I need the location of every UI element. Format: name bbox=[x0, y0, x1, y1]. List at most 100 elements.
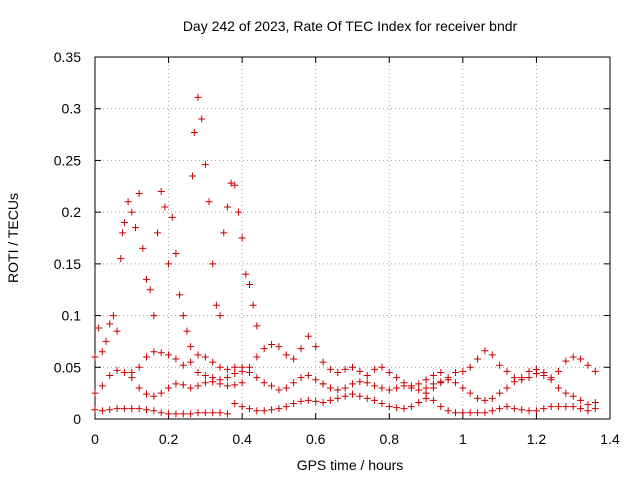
data-point bbox=[290, 355, 298, 363]
data-point bbox=[216, 409, 224, 417]
data-point bbox=[91, 406, 99, 414]
data-point bbox=[260, 345, 268, 353]
y-tick-label: 0.3 bbox=[62, 101, 82, 117]
data-point bbox=[165, 351, 173, 359]
x-axis-label: GPS time / hours bbox=[297, 457, 404, 473]
data-point bbox=[231, 399, 239, 407]
data-points bbox=[91, 93, 599, 418]
data-point bbox=[201, 161, 209, 169]
data-point bbox=[117, 255, 125, 263]
x-tick-label: 0.8 bbox=[380, 431, 400, 447]
data-point bbox=[525, 367, 533, 375]
data-point bbox=[216, 376, 224, 384]
data-point bbox=[242, 270, 250, 278]
data-point bbox=[503, 384, 511, 392]
data-point bbox=[106, 320, 114, 328]
data-point bbox=[157, 187, 165, 195]
data-point bbox=[113, 366, 121, 374]
data-point bbox=[231, 381, 239, 389]
data-point bbox=[238, 379, 246, 387]
data-point bbox=[282, 351, 290, 359]
data-point bbox=[555, 403, 562, 411]
y-tick-label: 0.35 bbox=[54, 49, 81, 65]
data-point bbox=[260, 379, 268, 387]
data-point bbox=[246, 281, 253, 289]
data-point bbox=[120, 368, 128, 376]
data-point bbox=[124, 198, 132, 206]
data-point bbox=[591, 398, 599, 406]
data-point bbox=[437, 379, 445, 387]
data-point bbox=[216, 312, 224, 320]
data-point bbox=[297, 397, 305, 405]
data-point bbox=[91, 353, 99, 361]
data-point bbox=[312, 376, 320, 384]
data-point bbox=[356, 392, 364, 400]
data-point bbox=[510, 405, 518, 413]
data-point bbox=[444, 407, 452, 415]
data-point bbox=[135, 405, 143, 413]
data-point bbox=[452, 409, 459, 417]
series-5 bbox=[231, 390, 599, 417]
data-point bbox=[172, 380, 180, 388]
data-point bbox=[188, 172, 196, 180]
data-point bbox=[143, 390, 150, 398]
data-point bbox=[246, 405, 253, 413]
y-axis-label: ROTI / TECUs bbox=[5, 193, 21, 283]
data-point bbox=[488, 394, 496, 402]
data-point bbox=[503, 403, 511, 411]
data-point bbox=[555, 384, 562, 392]
data-point bbox=[525, 407, 533, 415]
data-point bbox=[297, 345, 305, 353]
data-point bbox=[253, 353, 261, 361]
data-point bbox=[319, 380, 327, 388]
data-point bbox=[113, 327, 121, 335]
data-point bbox=[194, 409, 202, 417]
data-point bbox=[474, 355, 482, 363]
data-point bbox=[172, 410, 180, 418]
data-point bbox=[304, 332, 312, 340]
y-tick-label: 0 bbox=[73, 411, 81, 427]
data-point bbox=[555, 367, 562, 375]
data-point bbox=[165, 410, 173, 418]
data-point bbox=[246, 363, 253, 371]
data-point bbox=[378, 384, 386, 392]
data-point bbox=[223, 365, 231, 373]
data-point bbox=[429, 372, 437, 380]
data-point bbox=[584, 407, 592, 415]
data-point bbox=[157, 349, 165, 357]
data-point bbox=[128, 208, 136, 216]
data-point bbox=[223, 203, 231, 211]
data-point bbox=[205, 198, 213, 206]
data-point bbox=[223, 410, 231, 418]
data-point bbox=[290, 399, 298, 407]
data-point bbox=[452, 379, 459, 387]
data-point bbox=[220, 229, 228, 237]
data-point bbox=[474, 394, 482, 402]
data-point bbox=[466, 409, 474, 417]
data-point bbox=[349, 363, 356, 371]
data-point bbox=[577, 405, 585, 413]
data-point bbox=[98, 407, 106, 415]
series-7 bbox=[422, 365, 599, 409]
data-point bbox=[91, 389, 99, 397]
data-point bbox=[363, 379, 371, 387]
data-point bbox=[466, 389, 474, 397]
data-point bbox=[216, 363, 224, 371]
data-point bbox=[135, 384, 143, 392]
data-point bbox=[113, 405, 121, 413]
data-point bbox=[393, 384, 401, 392]
x-tick-label: 1 bbox=[459, 431, 467, 447]
data-point bbox=[437, 403, 445, 411]
data-point bbox=[319, 398, 327, 406]
data-point bbox=[569, 392, 577, 400]
data-point bbox=[378, 399, 386, 407]
data-point bbox=[341, 365, 349, 373]
data-point bbox=[179, 361, 187, 369]
data-point bbox=[474, 409, 482, 417]
data-point bbox=[268, 406, 276, 414]
data-point bbox=[168, 213, 176, 221]
y-axis: 0 0.05 0.1 0.15 0.2 0.25 0.3 0.35 bbox=[54, 49, 610, 427]
data-point bbox=[282, 384, 290, 392]
data-point bbox=[532, 407, 540, 415]
y-tick-label: 0.25 bbox=[54, 152, 81, 168]
